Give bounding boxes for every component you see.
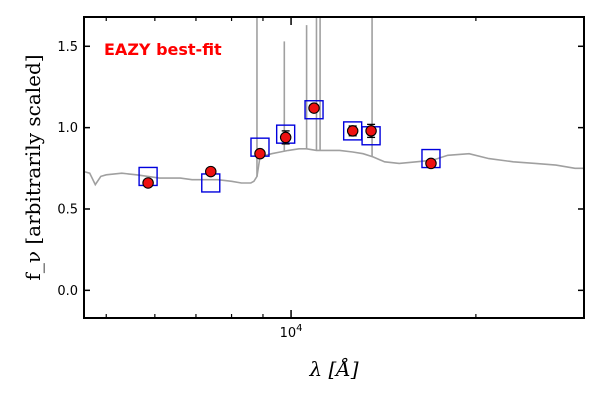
- chart-title: EAZY best-fit: [104, 40, 222, 59]
- plot-frame: [83, 16, 585, 319]
- plot-content: [84, 17, 584, 193]
- template-spectrum-line: [84, 148, 584, 187]
- x-tick-exponent: 4: [296, 323, 302, 334]
- x-axis-label: λ [Å]: [308, 356, 358, 381]
- observed-photometry-point: [346, 125, 359, 137]
- y-tick-label: 1.5: [57, 40, 78, 55]
- observed-photometry-point: [425, 157, 437, 170]
- y-tick-label: 1.0: [57, 121, 78, 136]
- y-tick-label: 0.5: [57, 202, 78, 217]
- observed-photometry-point: [308, 102, 320, 114]
- model-photometry-box: [304, 100, 324, 120]
- observed-photometry-point: [254, 147, 266, 160]
- y-tick-label: 0.0: [57, 284, 78, 299]
- observed-photometry-point: [279, 131, 292, 144]
- y-axis-label: f_ν [arbitrarily scaled]: [21, 54, 45, 280]
- observed-photometry-point: [365, 125, 377, 137]
- observed-photometry-point: [142, 177, 154, 189]
- x-tick-label: 104: [280, 323, 303, 341]
- observed-photometry-point: [205, 165, 217, 178]
